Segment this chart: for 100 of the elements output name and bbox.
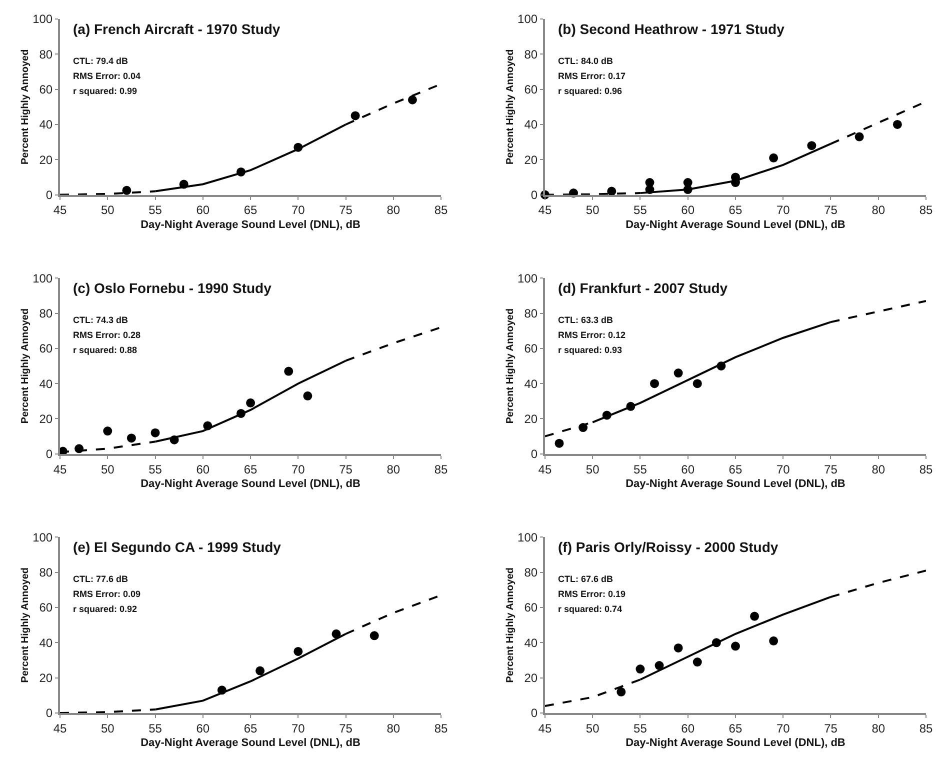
- y-axis-title: Percent Highly Annoyed: [20, 567, 32, 683]
- x-axis-title: Day-Night Average Sound Level (DNL), dB: [626, 478, 846, 490]
- y-axis-title: Percent Highly Annoyed: [505, 308, 516, 424]
- x-tick-label: 80: [872, 203, 886, 218]
- x-tick-label: 60: [681, 462, 695, 476]
- point: [769, 636, 778, 646]
- point: [602, 410, 612, 420]
- x-tick-label: 50: [100, 203, 115, 218]
- point: [892, 120, 902, 129]
- point: [769, 153, 778, 162]
- y-tick-label: 60: [39, 82, 53, 97]
- y-tick-label: 60: [39, 600, 53, 615]
- point: [284, 366, 294, 376]
- point: [636, 664, 645, 674]
- annotation: RMS Error: 0.09: [73, 589, 141, 599]
- point: [408, 95, 417, 104]
- x-tick-label: 70: [291, 721, 306, 736]
- y-tick-label: 0: [530, 447, 538, 462]
- x-tick-label: 45: [53, 462, 67, 476]
- annotation: CTL: 63.3 dB: [558, 315, 614, 325]
- point: [807, 141, 816, 150]
- x-tick-label: 50: [586, 462, 600, 476]
- y-tick-label: 100: [32, 12, 53, 26]
- y-axis-title: Percent Highly Annoyed: [505, 567, 516, 683]
- y-tick-label: 0: [46, 706, 53, 720]
- y-tick-label: 20: [39, 152, 53, 167]
- annotation: CTL: 77.6 dB: [73, 574, 129, 584]
- point: [246, 398, 256, 408]
- y-tick-label: 80: [524, 47, 538, 62]
- y-tick-label: 0: [46, 447, 53, 462]
- chart-title: (b) Second Heathrow - 1971 Study: [558, 21, 785, 37]
- x-tick-label: 65: [244, 203, 258, 218]
- annotation: RMS Error: 0.17: [558, 71, 626, 81]
- y-tick-label: 0: [530, 706, 538, 720]
- x-tick-label: 70: [291, 203, 306, 218]
- annotation: r squared: 0.96: [558, 86, 622, 96]
- chart-title: (e) El Segundo CA - 1999 Study: [73, 539, 282, 555]
- point: [683, 185, 692, 194]
- x-tick-label: 55: [634, 203, 648, 218]
- x-tick-label: 75: [824, 721, 838, 736]
- x-tick-label: 55: [634, 462, 648, 476]
- y-axis-title: Percent Highly Annoyed: [20, 49, 32, 165]
- point: [578, 423, 588, 432]
- x-axis-title: Day-Night Average Sound Level (DNL), dB: [626, 218, 846, 231]
- x-tick-label: 85: [434, 721, 448, 736]
- x-tick-label: 85: [919, 721, 933, 736]
- y-tick-label: 20: [39, 412, 53, 426]
- point: [626, 402, 636, 411]
- x-tick-label: 70: [776, 462, 790, 476]
- point: [350, 111, 360, 120]
- point: [554, 438, 564, 448]
- x-tick-label: 45: [538, 203, 552, 218]
- point: [692, 379, 702, 388]
- point: [654, 661, 664, 670]
- x-tick-label: 75: [339, 721, 353, 736]
- x-tick-label: 85: [919, 462, 933, 476]
- x-tick-label: 85: [434, 203, 448, 218]
- x-tick-label: 65: [728, 203, 742, 218]
- y-tick-label: 100: [518, 12, 538, 26]
- x-tick-label: 45: [538, 721, 552, 736]
- point: [179, 180, 188, 189]
- y-axis-title: Percent Highly Annoyed: [20, 308, 32, 424]
- annotation: CTL: 79.4 dB: [73, 56, 129, 66]
- annotation: r squared: 0.88: [73, 345, 138, 355]
- point: [674, 368, 683, 378]
- annotation: RMS Error: 0.12: [558, 330, 626, 340]
- y-tick-label: 40: [524, 376, 538, 391]
- x-tick-label: 80: [386, 203, 400, 218]
- chart-title: (d) Frankfurt - 2007 Study: [558, 280, 728, 296]
- x-tick-label: 45: [53, 203, 67, 218]
- point: [712, 638, 721, 648]
- y-tick-label: 20: [524, 152, 538, 167]
- annotation: RMS Error: 0.04: [73, 71, 141, 81]
- y-tick-label: 100: [32, 530, 53, 544]
- y-tick-label: 20: [524, 671, 538, 686]
- annotation: CTL: 74.3 dB: [73, 315, 129, 325]
- point: [370, 631, 379, 640]
- x-tick-label: 65: [244, 462, 258, 476]
- x-tick-label: 75: [824, 462, 838, 476]
- x-tick-label: 50: [100, 721, 115, 736]
- annotation: r squared: 0.93: [558, 345, 622, 355]
- x-tick-label: 65: [728, 721, 742, 736]
- y-tick-label: 80: [39, 306, 53, 320]
- annotation: r squared: 0.74: [558, 604, 622, 614]
- x-tick-label: 70: [776, 203, 790, 218]
- point: [674, 643, 683, 652]
- point: [854, 132, 864, 142]
- y-tick-label: 60: [524, 342, 538, 356]
- x-tick-label: 80: [386, 721, 400, 736]
- chart-title: (a) French Aircraft - 1970 Study: [73, 21, 280, 37]
- x-axis-title: Day-Night Average Sound Level (DNL), dB: [140, 478, 360, 490]
- x-tick-label: 85: [434, 462, 448, 476]
- x-tick-label: 65: [244, 721, 258, 736]
- x-tick-label: 80: [386, 462, 400, 476]
- y-tick-label: 20: [39, 671, 53, 686]
- y-tick-label: 80: [524, 566, 538, 580]
- x-tick-label: 75: [339, 203, 353, 218]
- y-tick-label: 80: [39, 566, 53, 580]
- y-tick-label: 40: [524, 636, 538, 650]
- y-tick-label: 40: [39, 118, 53, 132]
